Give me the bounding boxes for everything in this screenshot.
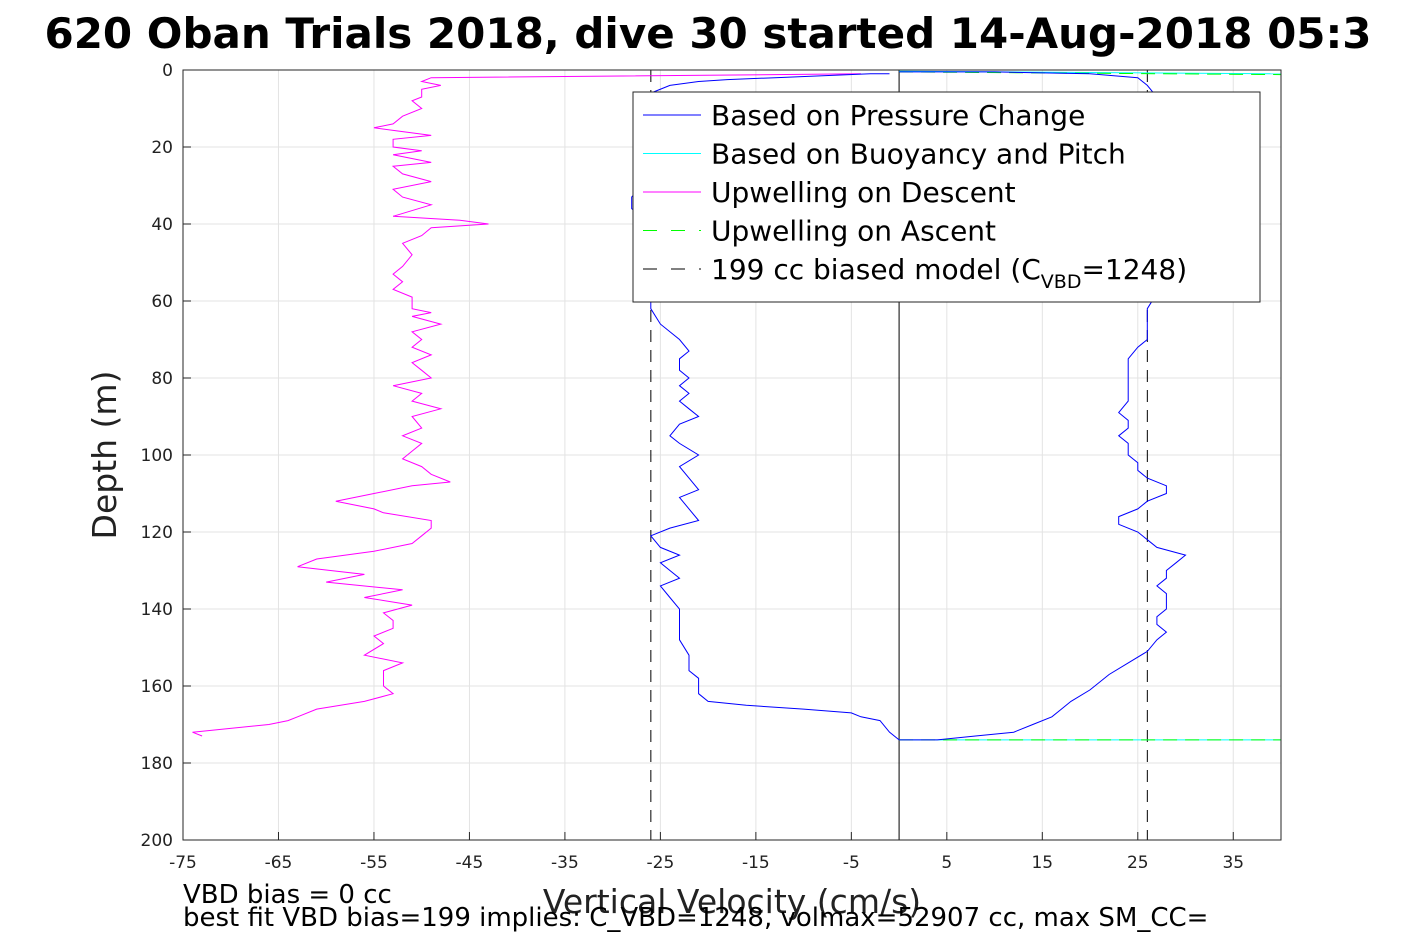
y-tick-label: 200 [141,831,173,851]
y-tick-label: 180 [141,754,173,774]
y-tick-label: 120 [141,523,173,543]
chart-title: 620 Oban Trials 2018, dive 30 started 14… [44,9,1371,58]
upwelling-ascent-line [899,71,1282,76]
x-tick-labels: -75 -65 -55 -45 -35 -25 -15 -5 5 15 25 35 [169,853,1244,873]
x-tick-label: 35 [1222,853,1244,873]
x-tick-label: -15 [742,853,770,873]
legend-box [632,91,1261,303]
legend-label: 199 cc biased model (CVBD=1248) [711,253,1187,293]
y-tick-label: 20 [151,138,173,158]
upwelling-descent-line [192,73,861,737]
x-tick-label: -55 [360,853,388,873]
x-tick-label: -65 [265,853,293,873]
y-tick-label: 80 [151,369,173,389]
best-fit-note: best fit VBD bias=199 implies: C_VBD=124… [183,903,1208,933]
legend-label: Upwelling on Descent [711,176,1016,209]
legend-label: Based on Pressure Change [711,99,1085,132]
x-tick-label: 15 [1031,853,1053,873]
legend: Based on Pressure Change Based on Buoyanc… [632,91,1261,303]
y-tick-label: 140 [141,600,173,620]
bias-note: VBD bias = 0 cc [183,880,392,910]
legend-label: Based on Buoyancy and Pitch [711,138,1126,171]
axes-box [182,69,1282,841]
x-tick-label: 25 [1127,853,1149,873]
y-tick-label: 100 [141,446,173,466]
y-tick-label: 160 [141,677,173,697]
y-tick-label: 40 [151,215,173,235]
x-tick-label: -45 [456,853,484,873]
legend-label: Upwelling on Ascent [711,215,996,248]
x-axis-label: Vertical Velocity (cm/s) [543,882,921,921]
y-tick-label: 0 [162,61,173,81]
x-tick-label: -25 [647,853,675,873]
x-tick-label: -5 [843,853,860,873]
y-tick-labels: 0 20 40 60 80 100 120 140 160 180 200 [141,61,173,851]
x-tick-label: -35 [551,853,579,873]
x-tick-label: 5 [941,853,952,873]
y-axis-label: Depth (m) [85,371,124,540]
x-tick-label: -75 [169,853,197,873]
y-tick-label: 60 [151,292,173,312]
